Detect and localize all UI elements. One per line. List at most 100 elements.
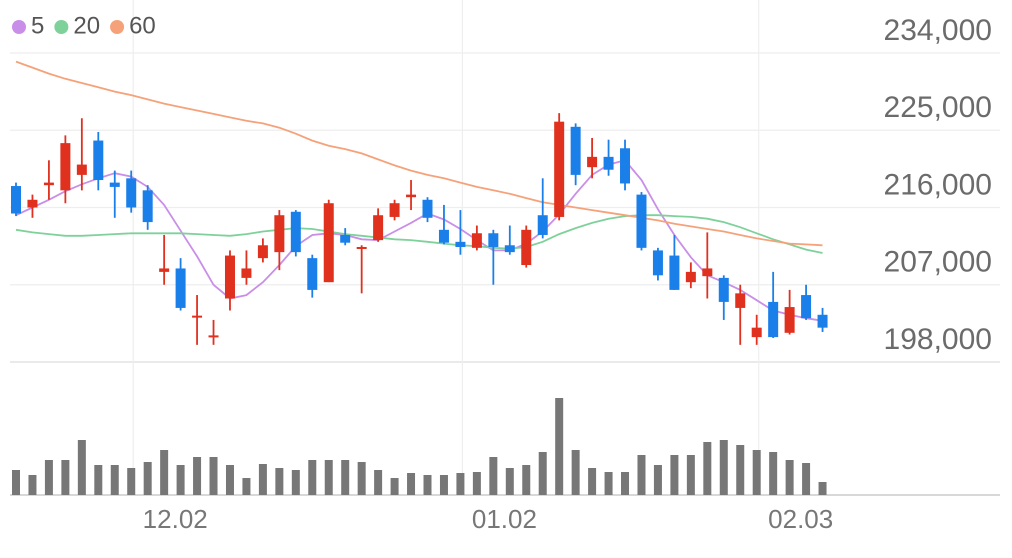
candle-body	[93, 140, 104, 181]
volume-bar	[176, 465, 185, 495]
volume-bar	[423, 475, 432, 495]
x-tick-label: 01.02	[472, 504, 537, 534]
candle-body	[241, 268, 252, 278]
candle-body	[570, 126, 581, 175]
legend-marker	[54, 20, 69, 34]
volume-bar	[802, 463, 811, 495]
candle-body	[652, 250, 663, 276]
volume-bar	[275, 468, 284, 495]
candle-body	[521, 229, 532, 266]
volume-bar	[407, 473, 416, 495]
candle-body	[735, 293, 746, 308]
y-tick-label: 216,000	[884, 168, 992, 201]
candle-body	[340, 234, 351, 243]
candle-body	[488, 233, 499, 247]
candle-body	[126, 178, 137, 208]
volume-bar	[390, 478, 399, 495]
candle-body	[175, 268, 186, 308]
volume-bar	[472, 472, 481, 495]
candle-body	[685, 271, 696, 283]
volume-bar	[571, 450, 580, 495]
candle-body	[60, 143, 71, 191]
candle-body	[471, 233, 482, 248]
volume-bar	[703, 442, 712, 495]
candle-body	[422, 199, 433, 218]
candle-body	[587, 156, 598, 168]
volume-bar	[77, 440, 86, 495]
candle-body	[603, 156, 614, 170]
volume-bar	[94, 465, 103, 495]
candle-body	[801, 295, 812, 319]
candle-body	[11, 186, 21, 214]
volume-bar	[160, 450, 169, 495]
volume-bar	[209, 457, 218, 495]
ma-line	[15, 159, 823, 322]
candle-body	[373, 215, 384, 241]
volume-bar	[686, 455, 695, 495]
x-tick-label: 12.02	[143, 504, 208, 534]
legend-label: 20	[73, 12, 100, 39]
candle-body	[290, 211, 301, 253]
volume-bar	[818, 482, 827, 495]
volume-bar	[291, 470, 300, 495]
volume-bar	[44, 460, 53, 495]
candle-body	[43, 182, 54, 186]
candle-body	[702, 268, 713, 277]
volume-bar	[752, 450, 761, 495]
candle-body	[109, 182, 120, 187]
volume-bar	[12, 470, 20, 495]
candle-body	[455, 241, 466, 247]
candle-body	[537, 215, 548, 235]
candle-body	[142, 190, 153, 223]
volume-bar	[110, 465, 119, 495]
volume-bar	[225, 465, 234, 495]
volume-bar	[522, 465, 531, 495]
candle-body	[27, 199, 38, 208]
volume-bar	[341, 460, 350, 495]
candle-body	[620, 148, 631, 184]
volume-bar	[127, 468, 136, 495]
candle-body	[554, 121, 565, 217]
candle-body	[192, 315, 203, 318]
candle-body	[768, 301, 779, 338]
volume-bar	[588, 468, 597, 495]
volume-bar	[374, 470, 383, 495]
volume-bar	[637, 455, 646, 495]
volume-bar	[258, 464, 267, 495]
ma-line	[15, 60, 823, 247]
volume-bar	[653, 465, 662, 495]
y-tick-label: 225,000	[884, 91, 992, 124]
candle-body	[257, 245, 268, 259]
legend-label: 5	[31, 12, 44, 39]
y-tick-label: 198,000	[884, 323, 992, 356]
candle-body	[224, 255, 235, 299]
volume-bar	[439, 475, 448, 495]
volume-bar	[357, 462, 366, 495]
volume-bar	[538, 452, 547, 495]
volume-bar	[621, 472, 630, 495]
volume-bar	[555, 398, 564, 495]
volume-bar	[308, 460, 317, 495]
volume-bar	[736, 445, 745, 495]
candle-body	[669, 255, 680, 290]
candle-body	[406, 194, 417, 198]
y-tick-label: 207,000	[884, 246, 992, 279]
legend-marker	[12, 20, 26, 34]
candle-body	[718, 277, 729, 302]
candle-body	[784, 307, 795, 333]
candle-body	[504, 245, 515, 253]
candle-body	[751, 327, 762, 338]
volume-bar	[456, 473, 465, 495]
volume-bar	[324, 460, 333, 495]
volume-bar	[242, 478, 251, 495]
volume-bar	[489, 457, 498, 495]
candle-body	[817, 314, 828, 328]
volume-bar	[670, 455, 679, 495]
volume-bar	[28, 475, 37, 495]
candle-body	[208, 335, 219, 338]
candle-body	[323, 203, 334, 283]
volume-bar	[61, 460, 70, 495]
x-tick-label: 02.03	[768, 504, 833, 534]
